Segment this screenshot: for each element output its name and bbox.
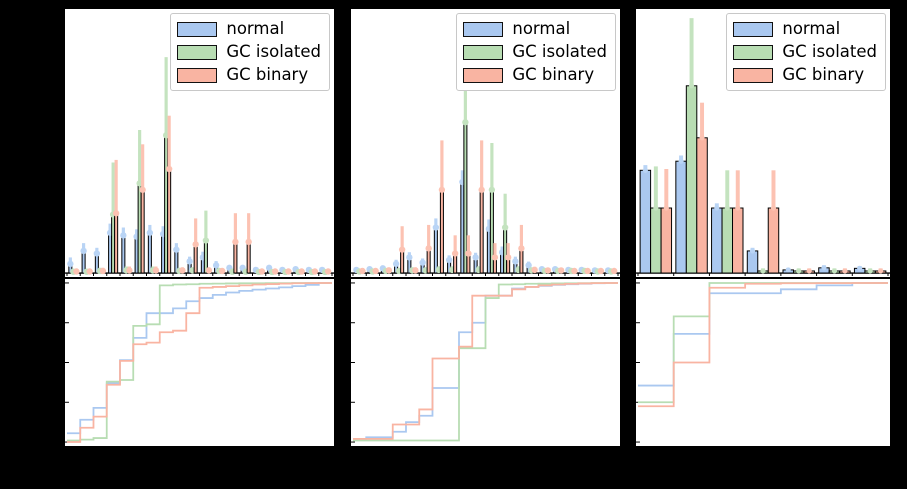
legend-entry-gc-isolated: GC isolated [733, 42, 877, 62]
panel-2-cumulative-plot [351, 282, 619, 443]
legend-label-normal: normal [226, 19, 285, 38]
legend-entry-gc-binary: GC binary [177, 65, 321, 85]
legend-label-normal: normal [512, 19, 571, 38]
panel-1-histogram-axes: normal GC isolated GC binary [64, 8, 335, 278]
panel-2-histogram-axes: normal GC isolated GC binary [350, 8, 621, 278]
legend-entry-gc-isolated: GC isolated [177, 42, 321, 62]
legend-label-gc-binary: GC binary [782, 65, 865, 84]
panel-1-cumulative-axes [64, 278, 335, 447]
legend-swatch-normal [177, 21, 218, 37]
legend-swatch-normal [733, 21, 774, 37]
legend-label-gc-binary: GC binary [226, 65, 309, 84]
panel-3-cumulative-plot [636, 282, 889, 443]
legend-label-gc-isolated: GC isolated [782, 42, 877, 61]
panel-3-histogram-plot [636, 18, 890, 277]
legend-entry-gc-binary: GC binary [463, 65, 607, 85]
panel-3-histogram-axes: normal GC isolated GC binary [635, 8, 891, 278]
legend-label-gc-isolated: GC isolated [512, 42, 607, 61]
legend-label-normal: normal [782, 19, 841, 38]
legend-swatch-gc-binary [177, 67, 218, 83]
legend-entry-normal: normal [463, 19, 607, 39]
panel-1-cumulative-plot [65, 282, 333, 443]
legend-entry-gc-binary: GC binary [733, 65, 877, 85]
legend-swatch-gc-binary [463, 67, 504, 83]
legend-swatch-gc-binary [733, 67, 774, 83]
legend-panel-1: normal GC isolated GC binary [170, 13, 330, 91]
legend-panel-3: normal GC isolated GC binary [726, 13, 886, 91]
legend-swatch-gc-isolated [733, 44, 774, 60]
panel-2-cumulative-axes [350, 278, 621, 447]
legend-label-gc-binary: GC binary [512, 65, 595, 84]
legend-entry-normal: normal [733, 19, 877, 39]
legend-swatch-gc-isolated [177, 44, 218, 60]
legend-label-gc-isolated: GC isolated [226, 42, 321, 61]
legend-entry-normal: normal [177, 19, 321, 39]
legend-entry-gc-isolated: GC isolated [463, 42, 607, 62]
legend-swatch-gc-isolated [463, 44, 504, 60]
legend-swatch-normal [463, 21, 504, 37]
panel-1-histogram-plot [65, 57, 334, 277]
legend-panel-2: normal GC isolated GC binary [456, 13, 616, 91]
panel-3-cumulative-axes [635, 278, 891, 447]
panel-2-histogram-plot [351, 44, 620, 277]
